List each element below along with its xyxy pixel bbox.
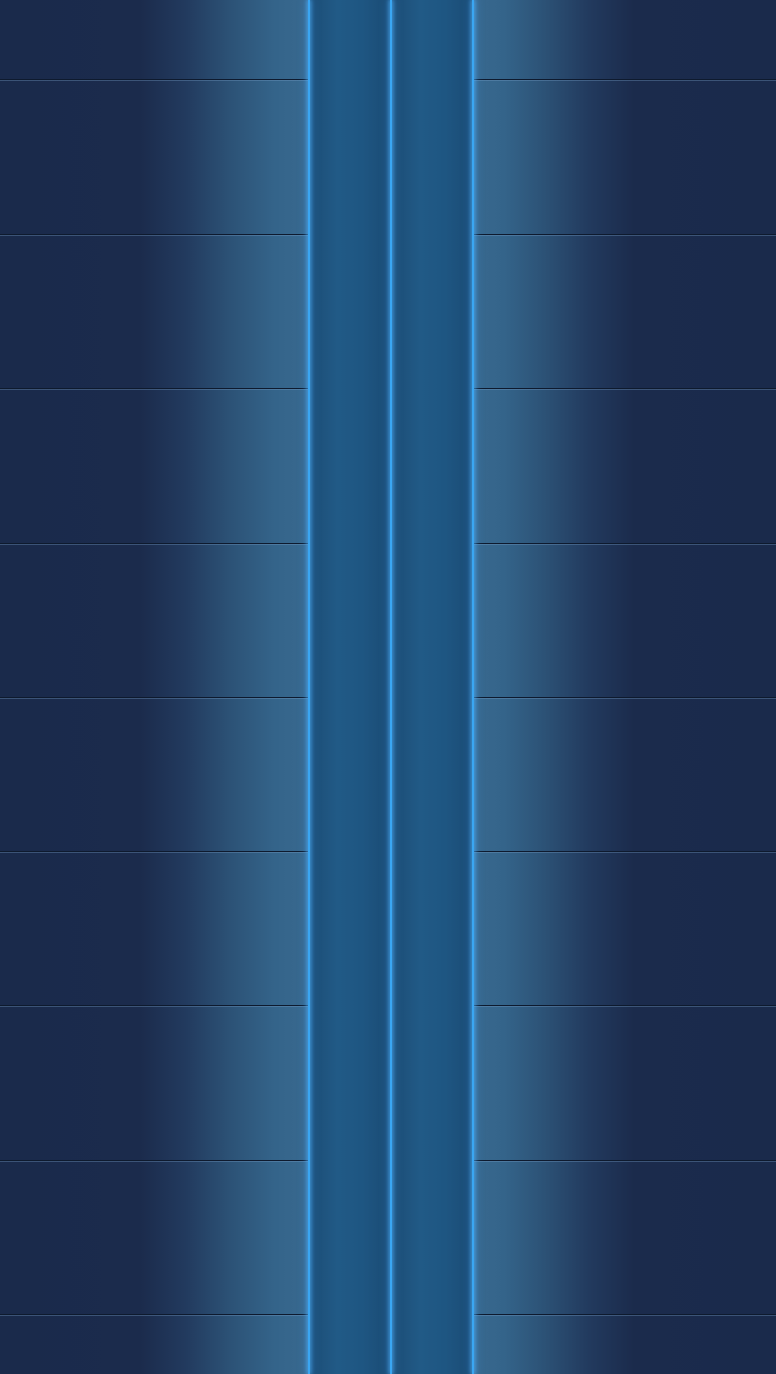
panel-seam	[0, 1314, 308, 1316]
panel-seam	[474, 1314, 776, 1316]
right-channel	[391, 0, 474, 1374]
right-panel-column	[474, 0, 776, 1374]
panel-seam	[0, 543, 308, 545]
panel-seam	[474, 1005, 776, 1007]
glow-line-right	[472, 0, 474, 1374]
panel-seam	[0, 1005, 308, 1007]
panel-seam	[474, 697, 776, 699]
panel-seam	[0, 234, 308, 236]
panel-seam	[474, 851, 776, 853]
panel-seam	[0, 697, 308, 699]
panel-seam	[474, 234, 776, 236]
left-panel-column	[0, 0, 308, 1374]
panel-seam	[0, 851, 308, 853]
glow-line-center	[390, 0, 392, 1374]
panel-seam	[0, 388, 308, 390]
panel-seam	[474, 543, 776, 545]
panel-seam	[474, 79, 776, 81]
panel-seam	[0, 79, 308, 81]
panel-seam	[474, 1160, 776, 1162]
panel-seam	[474, 388, 776, 390]
left-channel	[308, 0, 391, 1374]
panel-seam	[0, 1160, 308, 1162]
glow-line-left	[308, 0, 310, 1374]
